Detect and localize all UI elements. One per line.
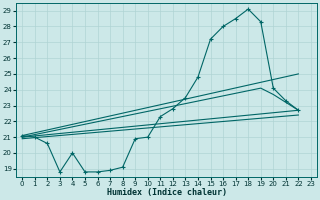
X-axis label: Humidex (Indice chaleur): Humidex (Indice chaleur) [107,188,227,197]
